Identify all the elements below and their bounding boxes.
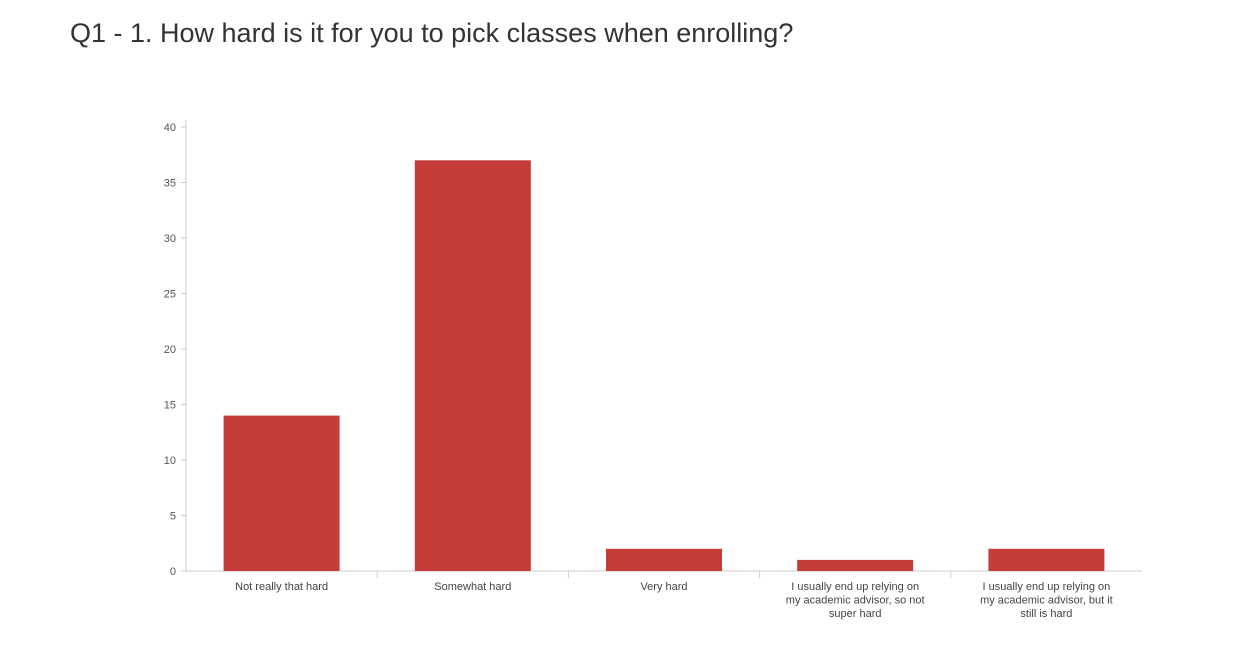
category-label-line: Very hard <box>640 581 687 593</box>
category-label-line: my academic advisor, so not <box>786 595 925 607</box>
bar <box>414 160 531 572</box>
y-tick-label: 15 <box>164 400 176 412</box>
bars <box>223 160 1105 572</box>
category-label-line: Somewhat hard <box>434 581 511 593</box>
y-tick-label: 5 <box>170 511 176 523</box>
category-label-line: I usually end up relying on <box>791 581 919 593</box>
x-axis <box>186 570 1142 578</box>
bar <box>606 548 722 571</box>
category-label: Not really that hard <box>235 581 328 593</box>
bar <box>988 548 1105 571</box>
y-axis: 0 5 10 15 20 25 30 35 40 <box>164 120 187 578</box>
chart-title: Q1 - 1. How hard is it for you to pick c… <box>70 18 794 48</box>
bar <box>797 559 914 571</box>
bar <box>223 415 340 571</box>
y-tick-label: 25 <box>164 289 176 301</box>
category-label-line: I usually end up relying on <box>982 581 1110 593</box>
category-label: I usually end up relying on my academic a… <box>980 581 1113 620</box>
y-tick-label: 35 <box>164 178 176 190</box>
y-tick-label: 10 <box>164 455 176 467</box>
y-tick-label: 20 <box>164 344 176 356</box>
category-label-line: my academic advisor, but it <box>980 595 1113 607</box>
category-label-line: still is hard <box>1020 608 1072 620</box>
category-label-line: super hard <box>829 608 882 620</box>
category-label-line: Not really that hard <box>235 581 328 593</box>
y-tick-label: 0 <box>170 566 176 578</box>
y-tick-label: 30 <box>164 233 176 245</box>
category-label: I usually end up relying on my academic a… <box>786 581 925 620</box>
category-label: Somewhat hard <box>434 581 511 593</box>
category-label: Very hard <box>640 581 687 593</box>
category-labels: Not really that hard Somewhat hard Very ha… <box>235 581 1113 620</box>
y-tick-label: 40 <box>164 122 176 134</box>
